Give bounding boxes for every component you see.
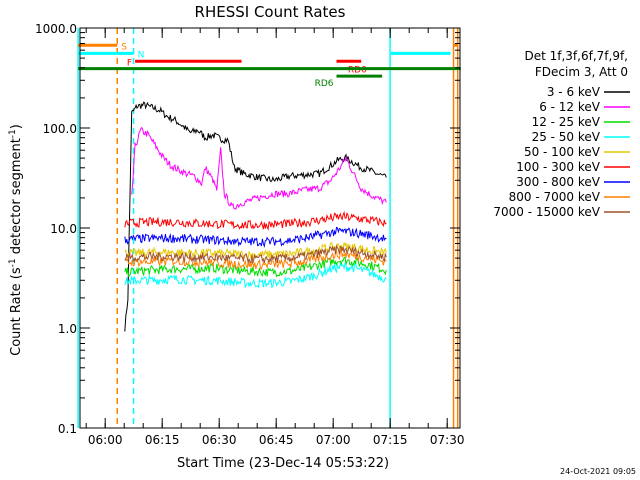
- series-25to50keV: [124, 261, 387, 289]
- y-tick-label: 1000.0: [35, 22, 77, 36]
- x-tick-label: 06:30: [202, 433, 237, 447]
- x-axis-label: Start Time (23-Dec-14 05:53:22): [177, 456, 389, 471]
- x-tick-label: 07:15: [373, 433, 408, 447]
- x-tick-label: 06:45: [259, 433, 294, 447]
- y-axis-label-sup2: -1: [8, 129, 18, 138]
- series-800to7000keV: [124, 247, 387, 270]
- flag-label-f: F: [127, 58, 132, 68]
- y-tick-label: 1.0: [58, 322, 77, 336]
- y-axis-label: Count Rate (s-1 detector segment-1): [8, 124, 24, 356]
- legend-label: 100 - 300 keV: [516, 160, 600, 174]
- y-axis-ticks: 1000.0 100.0 10.0 1.0 0.1: [35, 22, 460, 436]
- flag-label-rd6: RD6: [315, 79, 334, 89]
- series-6to12keV: [131, 126, 387, 211]
- flag-label-rd0: RD0: [348, 65, 367, 75]
- x-tick-label: 07:00: [316, 433, 351, 447]
- legend-label: 25 - 50 keV: [532, 130, 601, 144]
- y-axis-label-mid: detector segment: [9, 138, 24, 258]
- legend-label: 7000 - 15000 keV: [493, 205, 600, 219]
- legend-header-line-2: FDecim 3, Att 0: [535, 65, 628, 79]
- series-7000to15000keV: [124, 244, 387, 264]
- series-12to25keV: [124, 257, 387, 278]
- legend-header-line-1: Det 1f,3f,6f,7f,9f,: [524, 49, 628, 63]
- legend-label: 6 - 12 keV: [539, 100, 601, 114]
- plot-frame: [79, 27, 461, 429]
- series-100to300keV: [124, 210, 387, 231]
- y-axis-label-sup1: -1: [8, 258, 18, 267]
- y-tick-label: 100.0: [43, 122, 77, 136]
- y-tick-label: 10.0: [50, 222, 77, 236]
- legend-label: 300 - 800 keV: [516, 175, 600, 189]
- series-300to800keV: [124, 226, 387, 249]
- vertical-event-lines: [77, 28, 459, 428]
- flag-bars: S NF RD0 RD6: [78, 42, 461, 89]
- legend-label: 50 - 100 keV: [524, 145, 601, 159]
- x-axis-ticks: 06:00 06:15 06:30 06:45 07:00 07:15 07:30: [85, 28, 465, 447]
- legend-label: 800 - 7000 keV: [509, 190, 601, 204]
- flag-label-n: N: [138, 50, 145, 60]
- chart-title: RHESSI Count Rates: [195, 3, 346, 21]
- series-3to6keV: [124, 101, 387, 332]
- legend-label: 3 - 6 keV: [547, 85, 601, 99]
- x-tick-label: 07:30: [430, 433, 465, 447]
- x-tick-label: 06:00: [88, 433, 123, 447]
- series-layer: [124, 101, 387, 332]
- footer-timestamp: 24-Oct-2021 09:05: [560, 467, 636, 476]
- y-tick-label: 0.1: [58, 422, 77, 436]
- y-axis-label-main: Count Rate (s: [9, 267, 24, 356]
- x-tick-label: 06:15: [145, 433, 180, 447]
- legend-label: 12 - 25 keV: [532, 115, 601, 129]
- y-axis-label-end: ): [9, 124, 24, 129]
- flag-label-s: S: [121, 42, 127, 52]
- legend: Det 1f,3f,6f,7f,9f, FDecim 3, Att 0 3 - …: [493, 49, 630, 219]
